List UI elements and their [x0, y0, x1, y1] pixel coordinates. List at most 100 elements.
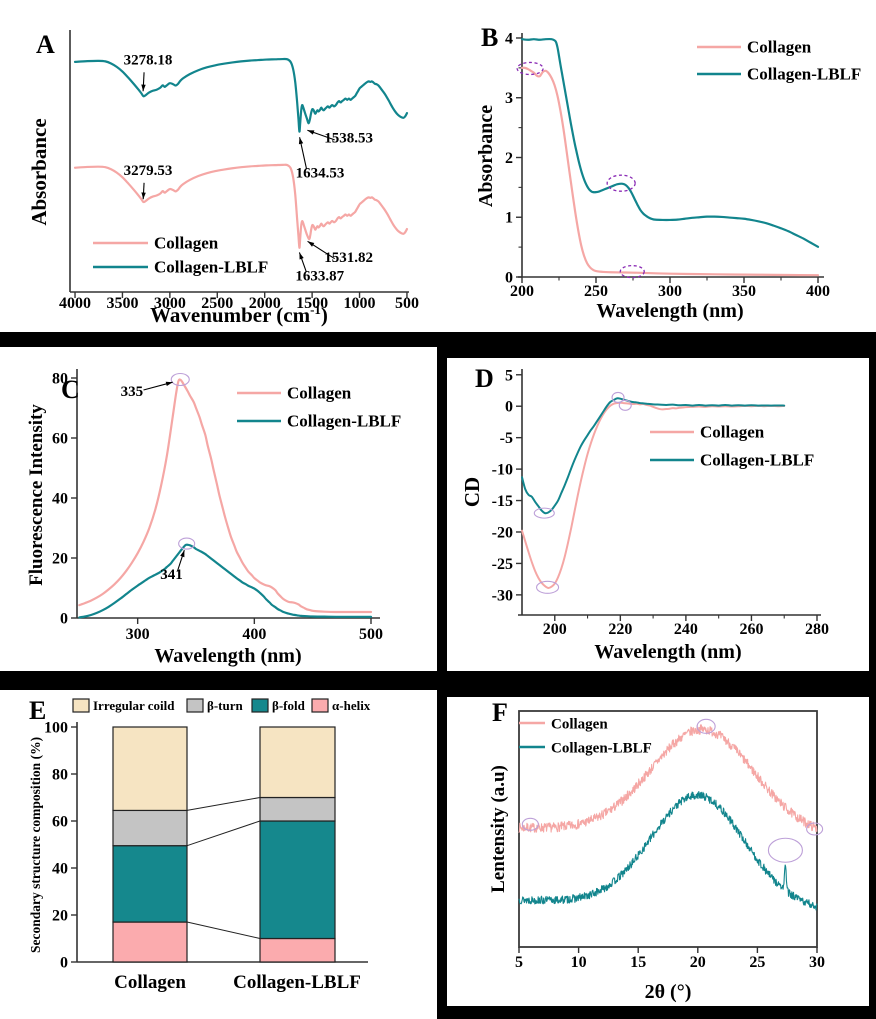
svg-text:3500: 3500 — [106, 295, 138, 312]
svg-text:60: 60 — [52, 814, 68, 831]
svg-text:25: 25 — [749, 954, 765, 971]
x-axis-title: Wavelength (nm) — [154, 645, 301, 667]
svg-text:60: 60 — [52, 431, 68, 448]
connector-line — [186, 820, 261, 847]
svg-text:3279.53: 3279.53 — [124, 163, 173, 179]
svg-text:Collagen: Collagen — [700, 423, 765, 442]
svg-text:20: 20 — [690, 954, 706, 971]
connector-line — [186, 921, 261, 939]
svg-text:0: 0 — [60, 955, 68, 972]
svg-text:1500: 1500 — [296, 295, 328, 312]
bar-segment — [112, 809, 188, 847]
annotation-ellipse — [170, 372, 190, 387]
svg-text:-5: -5 — [500, 430, 513, 447]
bar-segment — [112, 921, 188, 963]
svg-text:-30: -30 — [492, 587, 513, 604]
svg-text:1531.82: 1531.82 — [324, 250, 373, 266]
x-axis-title: Wavenumber (cm-1​) — [150, 302, 328, 327]
annotation-ellipse — [606, 174, 636, 192]
annotation-1538.53: 1538.53 — [307, 129, 373, 147]
svg-text:5: 5 — [515, 954, 523, 971]
panel-C: 300 400 500 Wavelength (nm) 0 20 40 60 80 Fluores… — [26, 369, 401, 667]
svg-text:Collagen: Collagen — [747, 38, 812, 57]
svg-text:β-fold: β-fold — [272, 698, 306, 713]
svg-text:335: 335 — [121, 384, 144, 400]
svg-text:Collagen: Collagen — [114, 972, 186, 993]
annotation-ellipse — [696, 718, 716, 734]
svg-text:0: 0 — [505, 270, 513, 287]
y-axis-title: CD — [460, 477, 484, 507]
svg-text:4: 4 — [505, 30, 513, 47]
svg-text:Collagen-LBLF: Collagen-LBLF — [287, 412, 401, 431]
annotation-335: 335 — [121, 381, 173, 400]
bar-segment — [259, 937, 336, 963]
svg-text:2000: 2000 — [249, 295, 281, 312]
annotation-ellipse — [516, 61, 544, 76]
svg-text:20: 20 — [52, 551, 68, 568]
annotation-1634.53: 1634.53 — [296, 137, 345, 182]
y-axis-title: Absorbance — [475, 105, 497, 207]
svg-text:1000: 1000 — [344, 295, 376, 312]
x-axis-title: Wavelength (nm) — [594, 641, 741, 663]
svg-text:Collagen: Collagen — [287, 384, 352, 403]
svg-text:260: 260 — [739, 621, 763, 638]
svg-text:200: 200 — [543, 621, 567, 638]
svg-text:-10: -10 — [492, 462, 513, 479]
svg-text:3000: 3000 — [154, 295, 186, 312]
svg-text:Collagen: Collagen — [154, 234, 219, 253]
annotation-ellipse — [521, 817, 539, 831]
svg-text:2: 2 — [505, 150, 513, 167]
legend: Irregular coild β-turn β-fold α-helix — [72, 698, 371, 713]
annotation-ellipse — [806, 822, 824, 836]
svg-text:Collagen-LBLF: Collagen-LBLF — [154, 258, 268, 277]
svg-text:Secondary structure compositio: Secondary structure composition (%) — [28, 737, 43, 953]
svg-text:220: 220 — [608, 621, 632, 638]
panel-d-background — [447, 358, 869, 671]
svg-text:15: 15 — [630, 954, 646, 971]
svg-text:20: 20 — [52, 908, 68, 925]
svg-text:Collagen-LBLF: Collagen-LBLF — [747, 65, 861, 84]
annotation-ellipse — [619, 264, 645, 279]
svg-text:400: 400 — [806, 283, 830, 300]
annotation-ellipse — [178, 537, 196, 550]
svg-text:40: 40 — [52, 491, 68, 508]
annotation-ellipse — [611, 391, 625, 403]
x-axis-title: Wavelength (nm) — [596, 300, 743, 322]
svg-text:240: 240 — [674, 621, 698, 638]
svg-text:350: 350 — [732, 283, 756, 300]
curve-collagen-lblf — [518, 791, 818, 911]
svg-text:10: 10 — [571, 954, 587, 971]
svg-text:-25: -25 — [492, 556, 513, 573]
svg-text:80: 80 — [52, 371, 68, 388]
annotation-ellipse — [533, 507, 555, 519]
svg-text:1634.53: 1634.53 — [296, 166, 345, 182]
panel-D: 200 220 240 260 280 Wavelength (nm) 5 0 -5 -10 -15… — [460, 367, 829, 663]
panel-e-letter: E — [29, 696, 47, 725]
svg-text:280: 280 — [805, 621, 829, 638]
svg-text:-20: -20 — [492, 524, 513, 541]
bar-segment — [259, 726, 336, 799]
svg-text:0: 0 — [505, 399, 513, 416]
panel-c-letter: C — [61, 375, 80, 404]
x-axis-title: 2θ (°) — [645, 981, 692, 1003]
y-axis-title: Lentensity (a.u) — [488, 765, 509, 893]
svg-text:300: 300 — [126, 626, 150, 643]
bar-segment — [112, 845, 188, 923]
divider-band-middle-left — [0, 671, 437, 690]
annotation-341: 341 — [160, 550, 185, 583]
panel-A: 4000 3500 3000 2500 2000 1500 1000 500 Wavenumbe… — [27, 30, 419, 327]
bar-segment — [259, 820, 336, 940]
panel-f-letter: F — [492, 698, 508, 727]
svg-text:4000: 4000 — [59, 295, 91, 312]
curve-collagen — [520, 66, 820, 277]
y-axis-title: Fluorescence Intensity — [26, 404, 47, 586]
svg-text:341: 341 — [160, 567, 183, 583]
svg-text:1633.87: 1633.87 — [295, 268, 344, 284]
svg-text:3: 3 — [505, 90, 513, 107]
annotation-1633.87: 1633.87 — [295, 252, 345, 284]
svg-text:3278.18: 3278.18 — [124, 53, 173, 69]
svg-text:2500: 2500 — [201, 295, 233, 312]
